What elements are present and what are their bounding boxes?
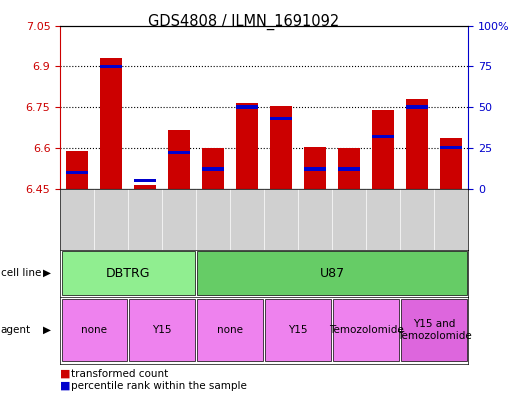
Bar [134, 185, 156, 189]
Bar [402, 299, 467, 361]
Bar [304, 147, 326, 189]
Text: ▶: ▶ [43, 268, 51, 278]
Bar [440, 146, 462, 149]
Text: ▶: ▶ [43, 325, 51, 335]
Bar [62, 252, 195, 295]
Text: DBTRG: DBTRG [106, 266, 151, 280]
Text: none: none [217, 325, 243, 335]
Text: GDS4808 / ILMN_1691092: GDS4808 / ILMN_1691092 [147, 14, 339, 30]
Bar [134, 179, 156, 182]
Text: Y15: Y15 [288, 325, 308, 335]
Text: cell line: cell line [1, 268, 41, 278]
Text: agent: agent [1, 325, 31, 335]
Bar [440, 138, 462, 189]
Text: Y15: Y15 [152, 325, 172, 335]
Text: none: none [81, 325, 107, 335]
Bar [338, 167, 360, 171]
Bar [202, 167, 224, 171]
Bar [406, 99, 428, 189]
Bar [338, 148, 360, 189]
Text: percentile rank within the sample: percentile rank within the sample [71, 381, 246, 391]
Bar [168, 130, 190, 189]
Bar [266, 299, 331, 361]
Bar [130, 299, 195, 361]
Text: ■: ■ [60, 369, 74, 379]
Bar [304, 167, 326, 171]
Bar [372, 110, 394, 189]
Bar [372, 135, 394, 138]
Bar [406, 105, 428, 109]
Text: Y15 and
Temozolomide: Y15 and Temozolomide [397, 320, 471, 341]
Bar [270, 106, 292, 189]
Bar [334, 299, 399, 361]
Text: ■: ■ [60, 381, 74, 391]
Bar [100, 65, 122, 68]
Bar [62, 299, 127, 361]
Bar [198, 299, 263, 361]
Bar [198, 252, 467, 295]
Bar [100, 58, 122, 189]
Bar [270, 117, 292, 120]
Bar [202, 148, 224, 189]
Bar [66, 151, 88, 189]
Bar [236, 105, 258, 109]
Bar [236, 103, 258, 189]
Text: U87: U87 [320, 266, 345, 280]
Text: transformed count: transformed count [71, 369, 168, 379]
Text: Temozolomide: Temozolomide [329, 325, 403, 335]
Bar [168, 151, 190, 154]
Bar [66, 171, 88, 174]
